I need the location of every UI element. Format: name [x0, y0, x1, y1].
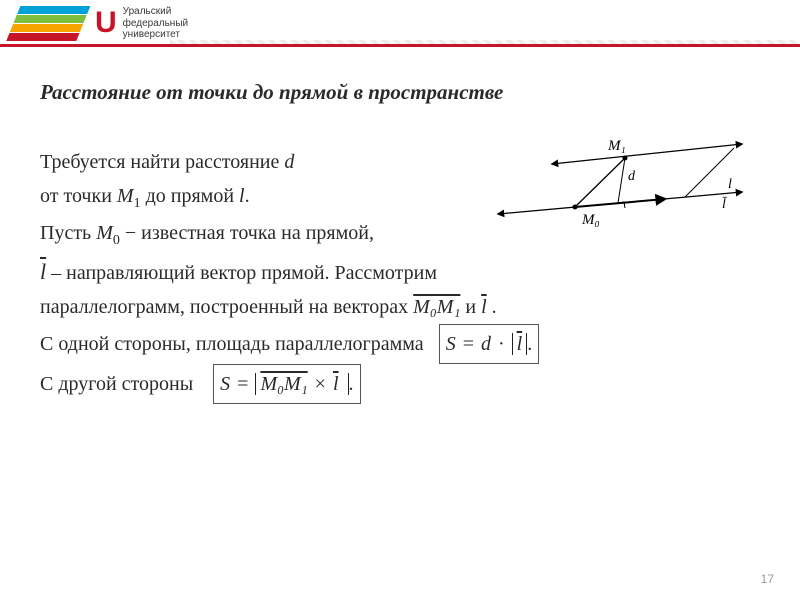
- header: U Уральский федеральный университет: [0, 0, 800, 50]
- label-m1: M₁: [607, 138, 626, 154]
- header-rule: [0, 44, 800, 47]
- logo-line-2: федеральный: [123, 18, 188, 30]
- line-6: С одной стороны, площадь параллелограмма…: [40, 324, 760, 364]
- line-7: С другой стороны S = M₀M₁ × l .: [40, 364, 760, 404]
- line-4: l – направляющий вектор прямой. Рассмотр…: [40, 253, 760, 290]
- logo-text: Уральский федеральный университет: [123, 6, 188, 41]
- logo-line-3: университет: [123, 29, 188, 41]
- page-title: Расстояние от точки до прямой в простран…: [40, 80, 760, 105]
- line-5: параллелограмм, построенный на векторах …: [40, 290, 760, 324]
- logo-letter: U: [95, 6, 117, 40]
- label-l-vec: l̄: [722, 196, 728, 212]
- logo-line-1: Уральский: [123, 6, 188, 18]
- label-m0: M₀: [581, 212, 600, 228]
- brand-stripes: [0, 2, 95, 46]
- label-l-line: l: [728, 177, 732, 192]
- formula-area-2: S = M₀M₁ × l .: [213, 364, 360, 404]
- page-number: 17: [761, 572, 774, 586]
- formula-area-1: S = d · l.: [439, 324, 540, 364]
- label-d: d: [628, 169, 636, 184]
- parallelogram-diagram: M₁ M₀ d l l̄: [490, 122, 750, 237]
- logo: U Уральский федеральный университет: [95, 6, 188, 41]
